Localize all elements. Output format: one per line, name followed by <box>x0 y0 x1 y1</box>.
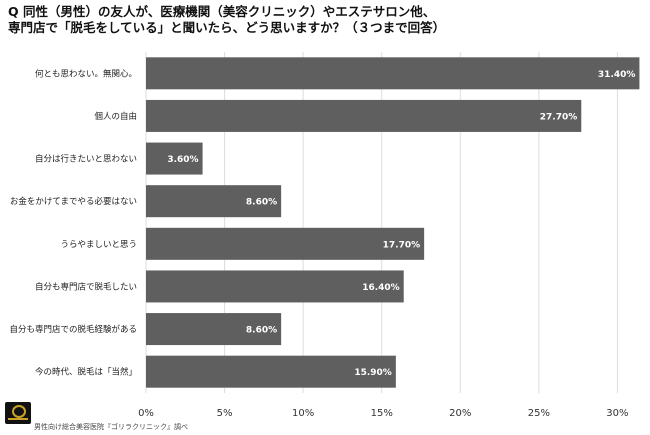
value-label-2: 3.60% <box>167 155 198 165</box>
chart-title: Q 同性（男性）の友人が、医療機関（美容クリニック）やエステサロン他、 専門店で… <box>8 4 644 36</box>
clinic-logo <box>5 402 31 424</box>
chart-title-line-1: Q 同性（男性）の友人が、医療機関（美容クリニック）やエステサロン他、 <box>8 4 436 19</box>
category-label-4: うらやましいと思う <box>60 240 137 250</box>
value-label-7: 15.90% <box>354 368 392 378</box>
x-tick-label-4: 20% <box>449 408 471 419</box>
category-label-2: 自分は行きたいと思わない <box>35 154 137 165</box>
value-label-4: 17.70% <box>383 240 421 250</box>
category-label-3: お金をかけてまでやる必要はない <box>10 196 137 207</box>
bar-7 <box>146 355 396 388</box>
value-label-3: 8.60% <box>246 198 277 208</box>
x-tick-label-3: 15% <box>371 408 393 419</box>
category-label-7: 今の時代、脱毛は「当然」 <box>35 367 137 378</box>
x-tick-label-0: 0% <box>138 408 154 419</box>
category-label-6: 自分も専門店での脱毛経験がある <box>9 324 137 335</box>
chart-title-line-2: 専門店で「脱毛をしている」と聞いたら、どう思いますか？（３つまで回答） <box>8 20 446 35</box>
category-label-0: 何とも思わない。無関心。 <box>35 68 137 79</box>
value-label-0: 31.40% <box>598 70 636 80</box>
x-tick-label-6: 30% <box>606 408 628 419</box>
x-tick-label-2: 10% <box>292 408 314 419</box>
value-label-1: 27.70% <box>540 112 578 122</box>
category-label-5: 自分も専門店で脱毛したい <box>35 281 137 292</box>
bar-4 <box>146 227 425 260</box>
bar-6 <box>146 313 282 346</box>
bar-3 <box>146 185 282 218</box>
bar-5 <box>146 270 404 303</box>
source-note: 男性向け総合美容医院『ゴリラクリニック』調べ <box>34 423 188 431</box>
bar-0 <box>146 57 640 90</box>
x-tick-label-1: 5% <box>217 408 233 419</box>
bar-2 <box>146 142 203 175</box>
bar-1 <box>146 99 582 132</box>
value-label-6: 8.60% <box>246 326 277 336</box>
value-label-5: 16.40% <box>362 283 400 293</box>
category-label-1: 個人の自由 <box>94 111 137 122</box>
x-tick-label-5: 25% <box>528 408 550 419</box>
